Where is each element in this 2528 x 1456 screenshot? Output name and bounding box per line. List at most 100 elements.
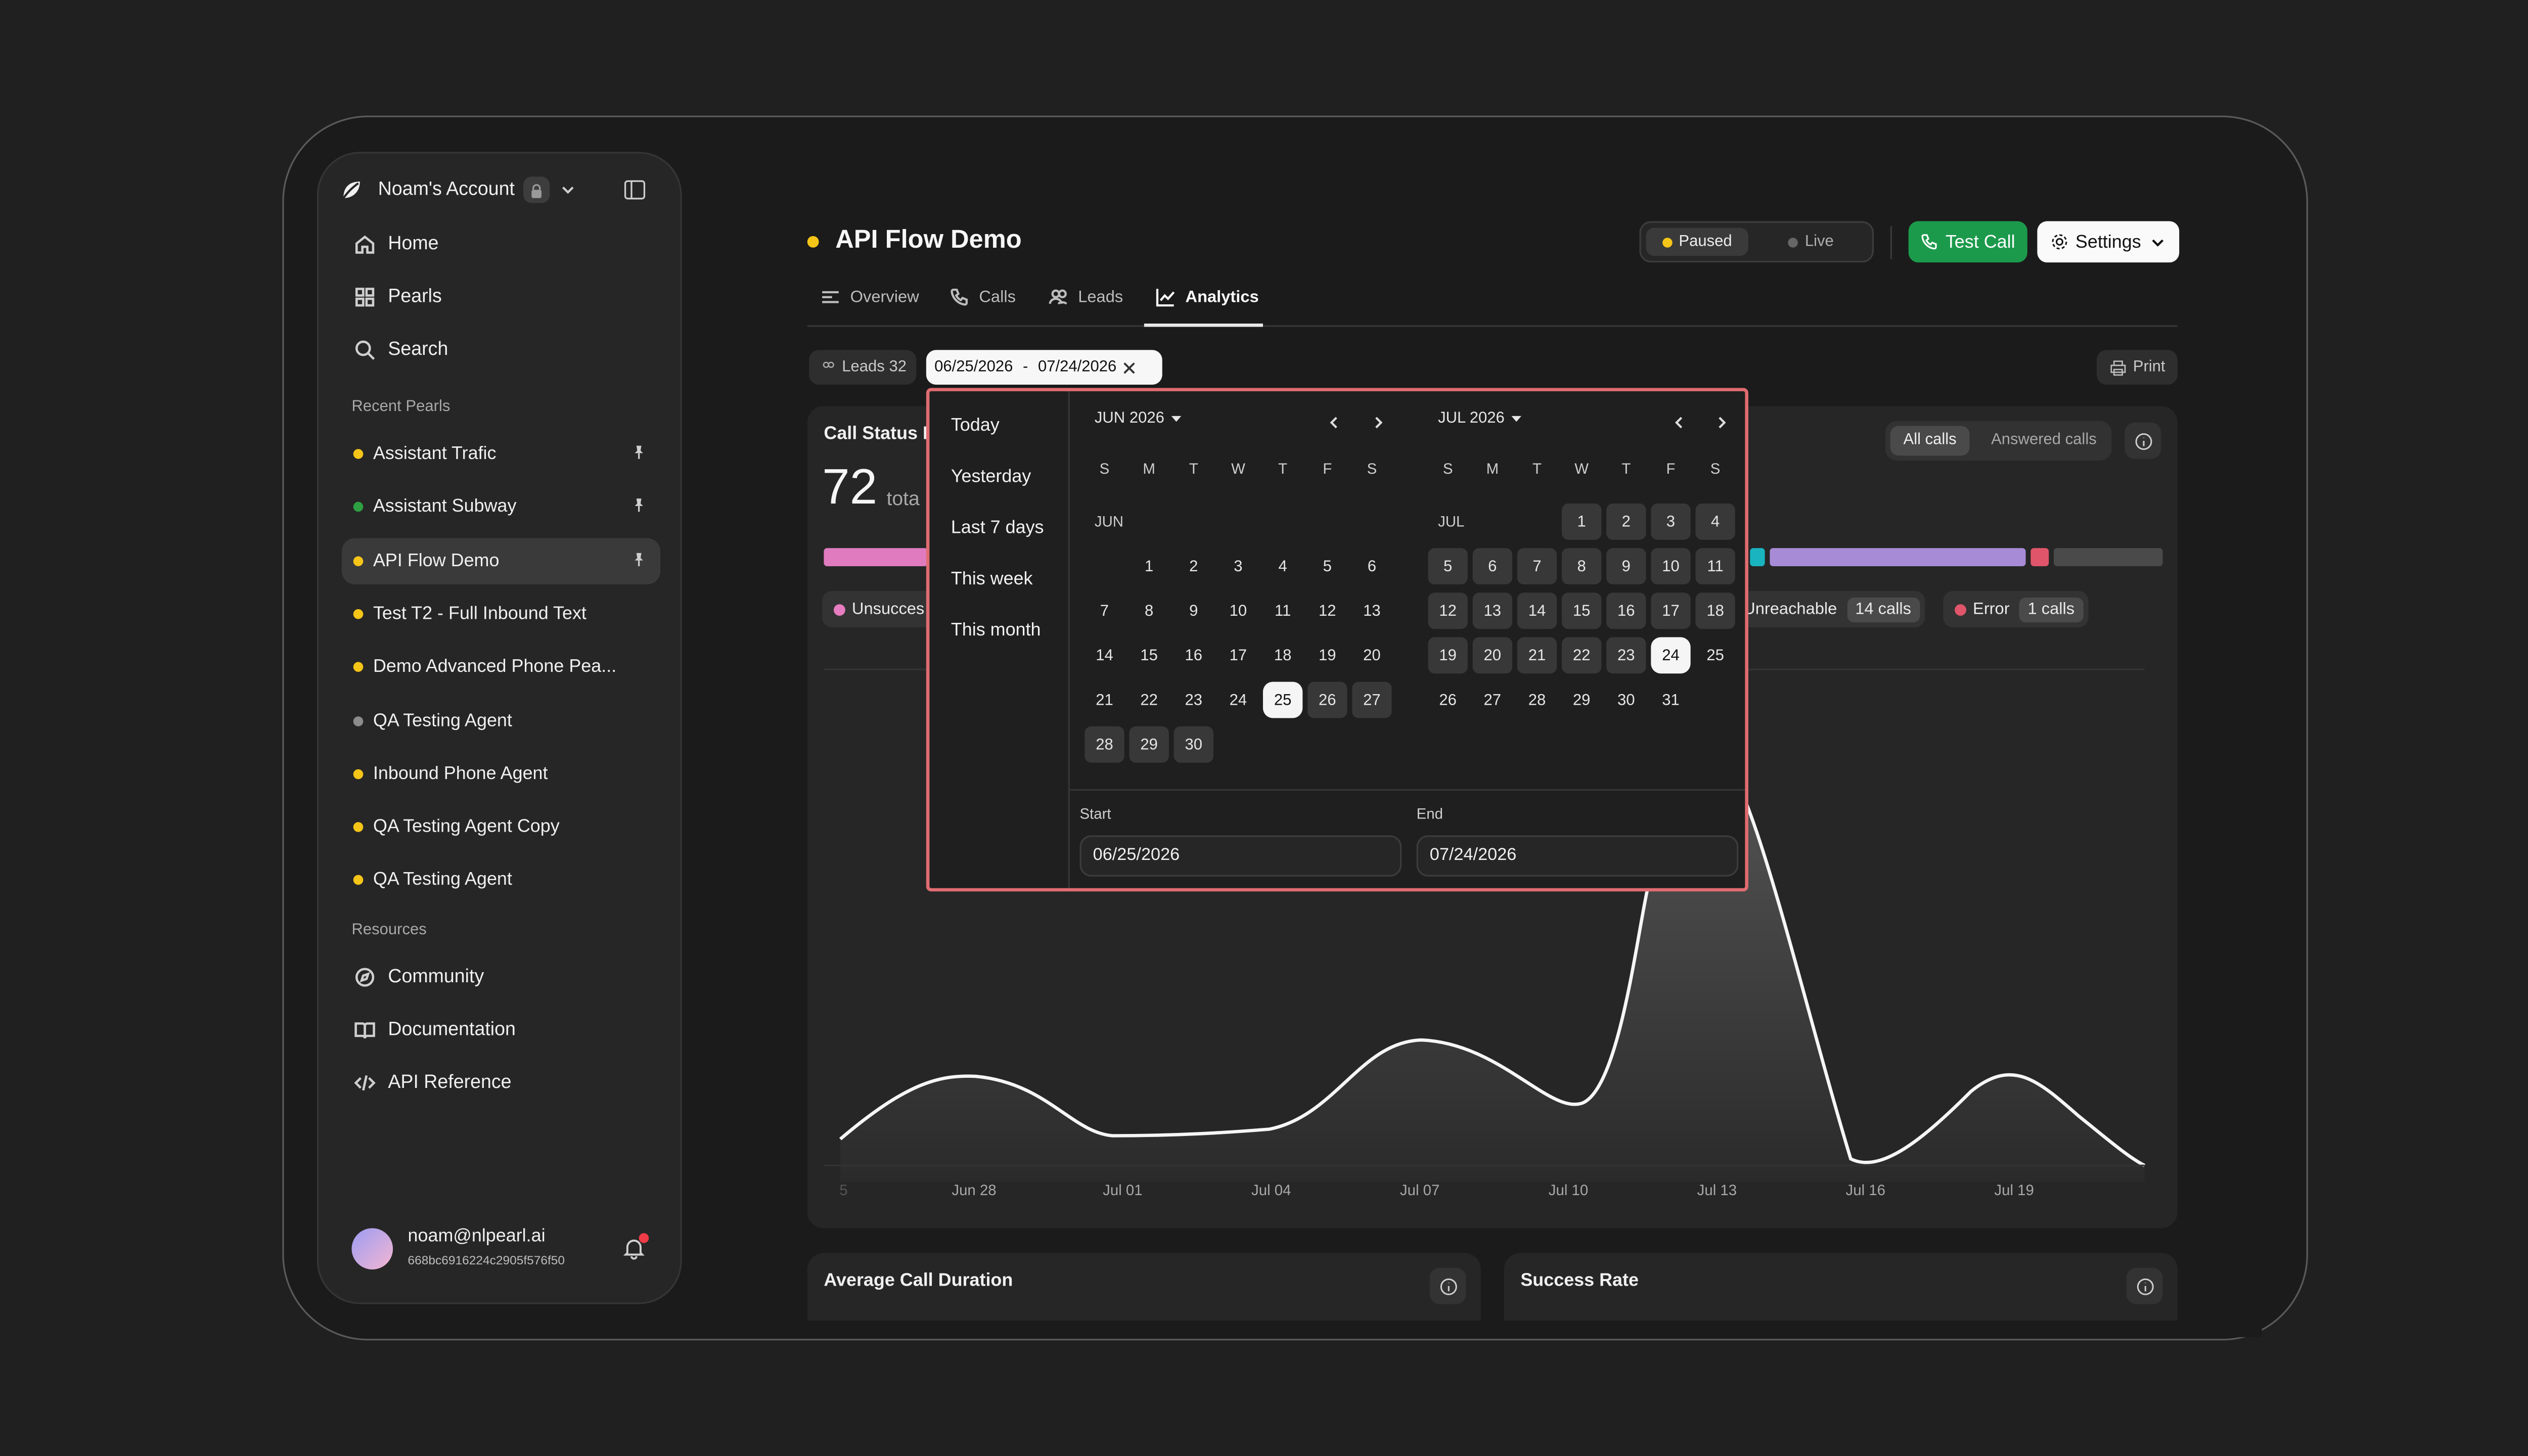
pearl-item[interactable]: Assistant Subway (342, 484, 660, 530)
paused-option[interactable]: Paused (1646, 228, 1748, 256)
info-button[interactable] (2126, 1267, 2163, 1304)
answered-calls-option[interactable]: Answered calls (1991, 431, 2097, 449)
calendar-day[interactable]: 17 (1651, 593, 1691, 629)
calendar-day[interactable]: 29 (1129, 726, 1169, 763)
calendar-day[interactable]: 22 (1140, 691, 1158, 709)
quick-range-option[interactable]: This week (951, 569, 1033, 589)
tab-leads[interactable]: Leads (1048, 284, 1123, 310)
calendar-day[interactable]: 31 (1662, 691, 1680, 709)
calendar-day[interactable]: 5 (1323, 557, 1332, 575)
calendar-day[interactable]: 6 (1472, 548, 1513, 584)
calendar-day[interactable]: 15 (1561, 593, 1602, 629)
calendar-day[interactable]: 12 (1319, 602, 1336, 620)
quick-range-option[interactable]: Last 7 days (951, 518, 1044, 538)
calendar-day[interactable]: 16 (1185, 646, 1203, 665)
next-month-right-button[interactable] (1713, 410, 1733, 433)
user-profile[interactable]: noam@nlpearl.ai 668bc6916224c2905f576f50 (351, 1223, 657, 1276)
pearl-item[interactable]: QA Testing Agent Copy (342, 804, 660, 850)
calendar-day[interactable]: 12 (1428, 593, 1468, 629)
calendar-day[interactable]: 7 (1100, 602, 1109, 620)
calendar-day[interactable]: 20 (1363, 646, 1381, 665)
nav-community[interactable]: Community (342, 954, 647, 1000)
pin-icon[interactable] (630, 497, 647, 514)
quick-range-option[interactable]: Yesterday (951, 467, 1031, 487)
calendar-day[interactable]: 10 (1229, 602, 1247, 620)
calendar-day[interactable]: 26 (1439, 691, 1457, 709)
next-month-left-button[interactable] (1370, 410, 1390, 433)
calendar-day[interactable]: 20 (1472, 637, 1513, 674)
all-calls-option[interactable]: All calls (1890, 426, 1970, 456)
calendar-day[interactable]: 13 (1472, 593, 1513, 629)
end-date-input[interactable]: 07/24/2026 (1416, 835, 1739, 877)
calendar-day[interactable]: 9 (1189, 602, 1198, 620)
calendar-day[interactable]: 4 (1695, 503, 1735, 540)
settings-button[interactable]: Settings (2037, 221, 2180, 263)
calendar-day[interactable]: 14 (1517, 593, 1557, 629)
calendar-day[interactable]: 22 (1561, 637, 1602, 674)
calendar-day[interactable]: 27 (1352, 681, 1392, 718)
start-date-input[interactable]: 06/25/2026 (1079, 835, 1402, 877)
quick-range-option[interactable]: Today (951, 416, 1000, 436)
notifications-button[interactable] (622, 1233, 649, 1263)
calendar-day[interactable]: 6 (1367, 557, 1377, 575)
prev-month-right-button[interactable] (1671, 410, 1690, 433)
calendar-day[interactable]: 13 (1363, 602, 1381, 620)
nav-home[interactable]: Home (342, 221, 647, 267)
tab-calls[interactable]: Calls (950, 284, 1016, 310)
nav-api-reference[interactable]: API Reference (342, 1060, 647, 1106)
sidebar-toggle-icon[interactable] (624, 180, 646, 200)
calendar-day[interactable]: 28 (1085, 726, 1124, 763)
tab-analytics[interactable]: Analytics (1156, 284, 1259, 310)
calendar-day[interactable]: 9 (1606, 548, 1646, 584)
tab-overview[interactable]: Overview (821, 284, 919, 310)
info-button[interactable] (1429, 1267, 1466, 1304)
calendar-day[interactable]: 21 (1517, 637, 1557, 674)
calendar-day[interactable]: 24 (1651, 637, 1691, 674)
calendar-day[interactable]: 26 (1307, 681, 1347, 718)
calendar-day[interactable]: 23 (1606, 637, 1646, 674)
pearl-item[interactable]: API Flow Demo (341, 537, 661, 584)
pearl-item[interactable]: Demo Advanced Phone Pea... (342, 644, 660, 690)
calendar-day[interactable]: 8 (1561, 548, 1602, 584)
calendar-day[interactable]: 18 (1695, 593, 1735, 629)
calendar-day[interactable]: 28 (1528, 691, 1546, 709)
info-button[interactable] (2125, 422, 2161, 459)
calendar-day[interactable]: 23 (1185, 691, 1203, 709)
calendar-day[interactable]: 2 (1606, 503, 1646, 540)
calendar-day[interactable]: 11 (1275, 602, 1291, 620)
month-select-right[interactable]: JUL 2026 (1438, 410, 1524, 428)
calendar-day[interactable]: 3 (1651, 503, 1691, 540)
close-icon[interactable] (1123, 360, 1136, 374)
pearl-item[interactable]: Assistant Trafic (342, 431, 660, 477)
nav-search[interactable]: Search (342, 327, 647, 373)
calendar-day[interactable]: 21 (1096, 691, 1113, 709)
calendar-day[interactable]: 2 (1189, 557, 1198, 575)
account-switcher[interactable]: Noam's Account (338, 173, 586, 206)
date-range-filter[interactable]: 06/25/2026 - 07/24/2026 (926, 350, 1162, 385)
calendar-day[interactable]: 7 (1517, 548, 1557, 584)
pin-icon[interactable] (630, 551, 647, 567)
pearl-item[interactable]: QA Testing Agent (342, 857, 660, 903)
prev-month-left-button[interactable] (1326, 410, 1345, 433)
calendar-day[interactable]: 3 (1234, 557, 1243, 575)
calendar-day[interactable]: 25 (1706, 646, 1724, 665)
nav-pearls[interactable]: Pearls (342, 274, 647, 320)
live-option[interactable]: Live (1773, 228, 1849, 256)
calendar-day[interactable]: 25 (1262, 681, 1303, 718)
print-button[interactable]: Print (2096, 350, 2178, 385)
test-call-button[interactable]: Test Call (1908, 221, 2027, 263)
calendar-day[interactable]: 14 (1096, 646, 1113, 665)
calendar-day[interactable]: 10 (1651, 548, 1691, 584)
calendar-day[interactable]: 17 (1229, 646, 1247, 665)
calendar-day[interactable]: 29 (1572, 691, 1591, 709)
calendar-day[interactable]: 30 (1173, 726, 1213, 763)
pin-icon[interactable] (630, 444, 647, 461)
calendar-day[interactable]: 1 (1144, 557, 1154, 575)
nav-documentation[interactable]: Documentation (342, 1007, 647, 1053)
calendar-day[interactable]: 19 (1319, 646, 1336, 665)
quick-range-option[interactable]: This month (951, 620, 1041, 641)
calendar-day[interactable]: 11 (1695, 548, 1735, 584)
pearl-item[interactable]: Test T2 - Full Inbound Text (342, 591, 660, 637)
calendar-day[interactable]: 8 (1144, 602, 1154, 620)
calendar-day[interactable]: 30 (1617, 691, 1635, 709)
